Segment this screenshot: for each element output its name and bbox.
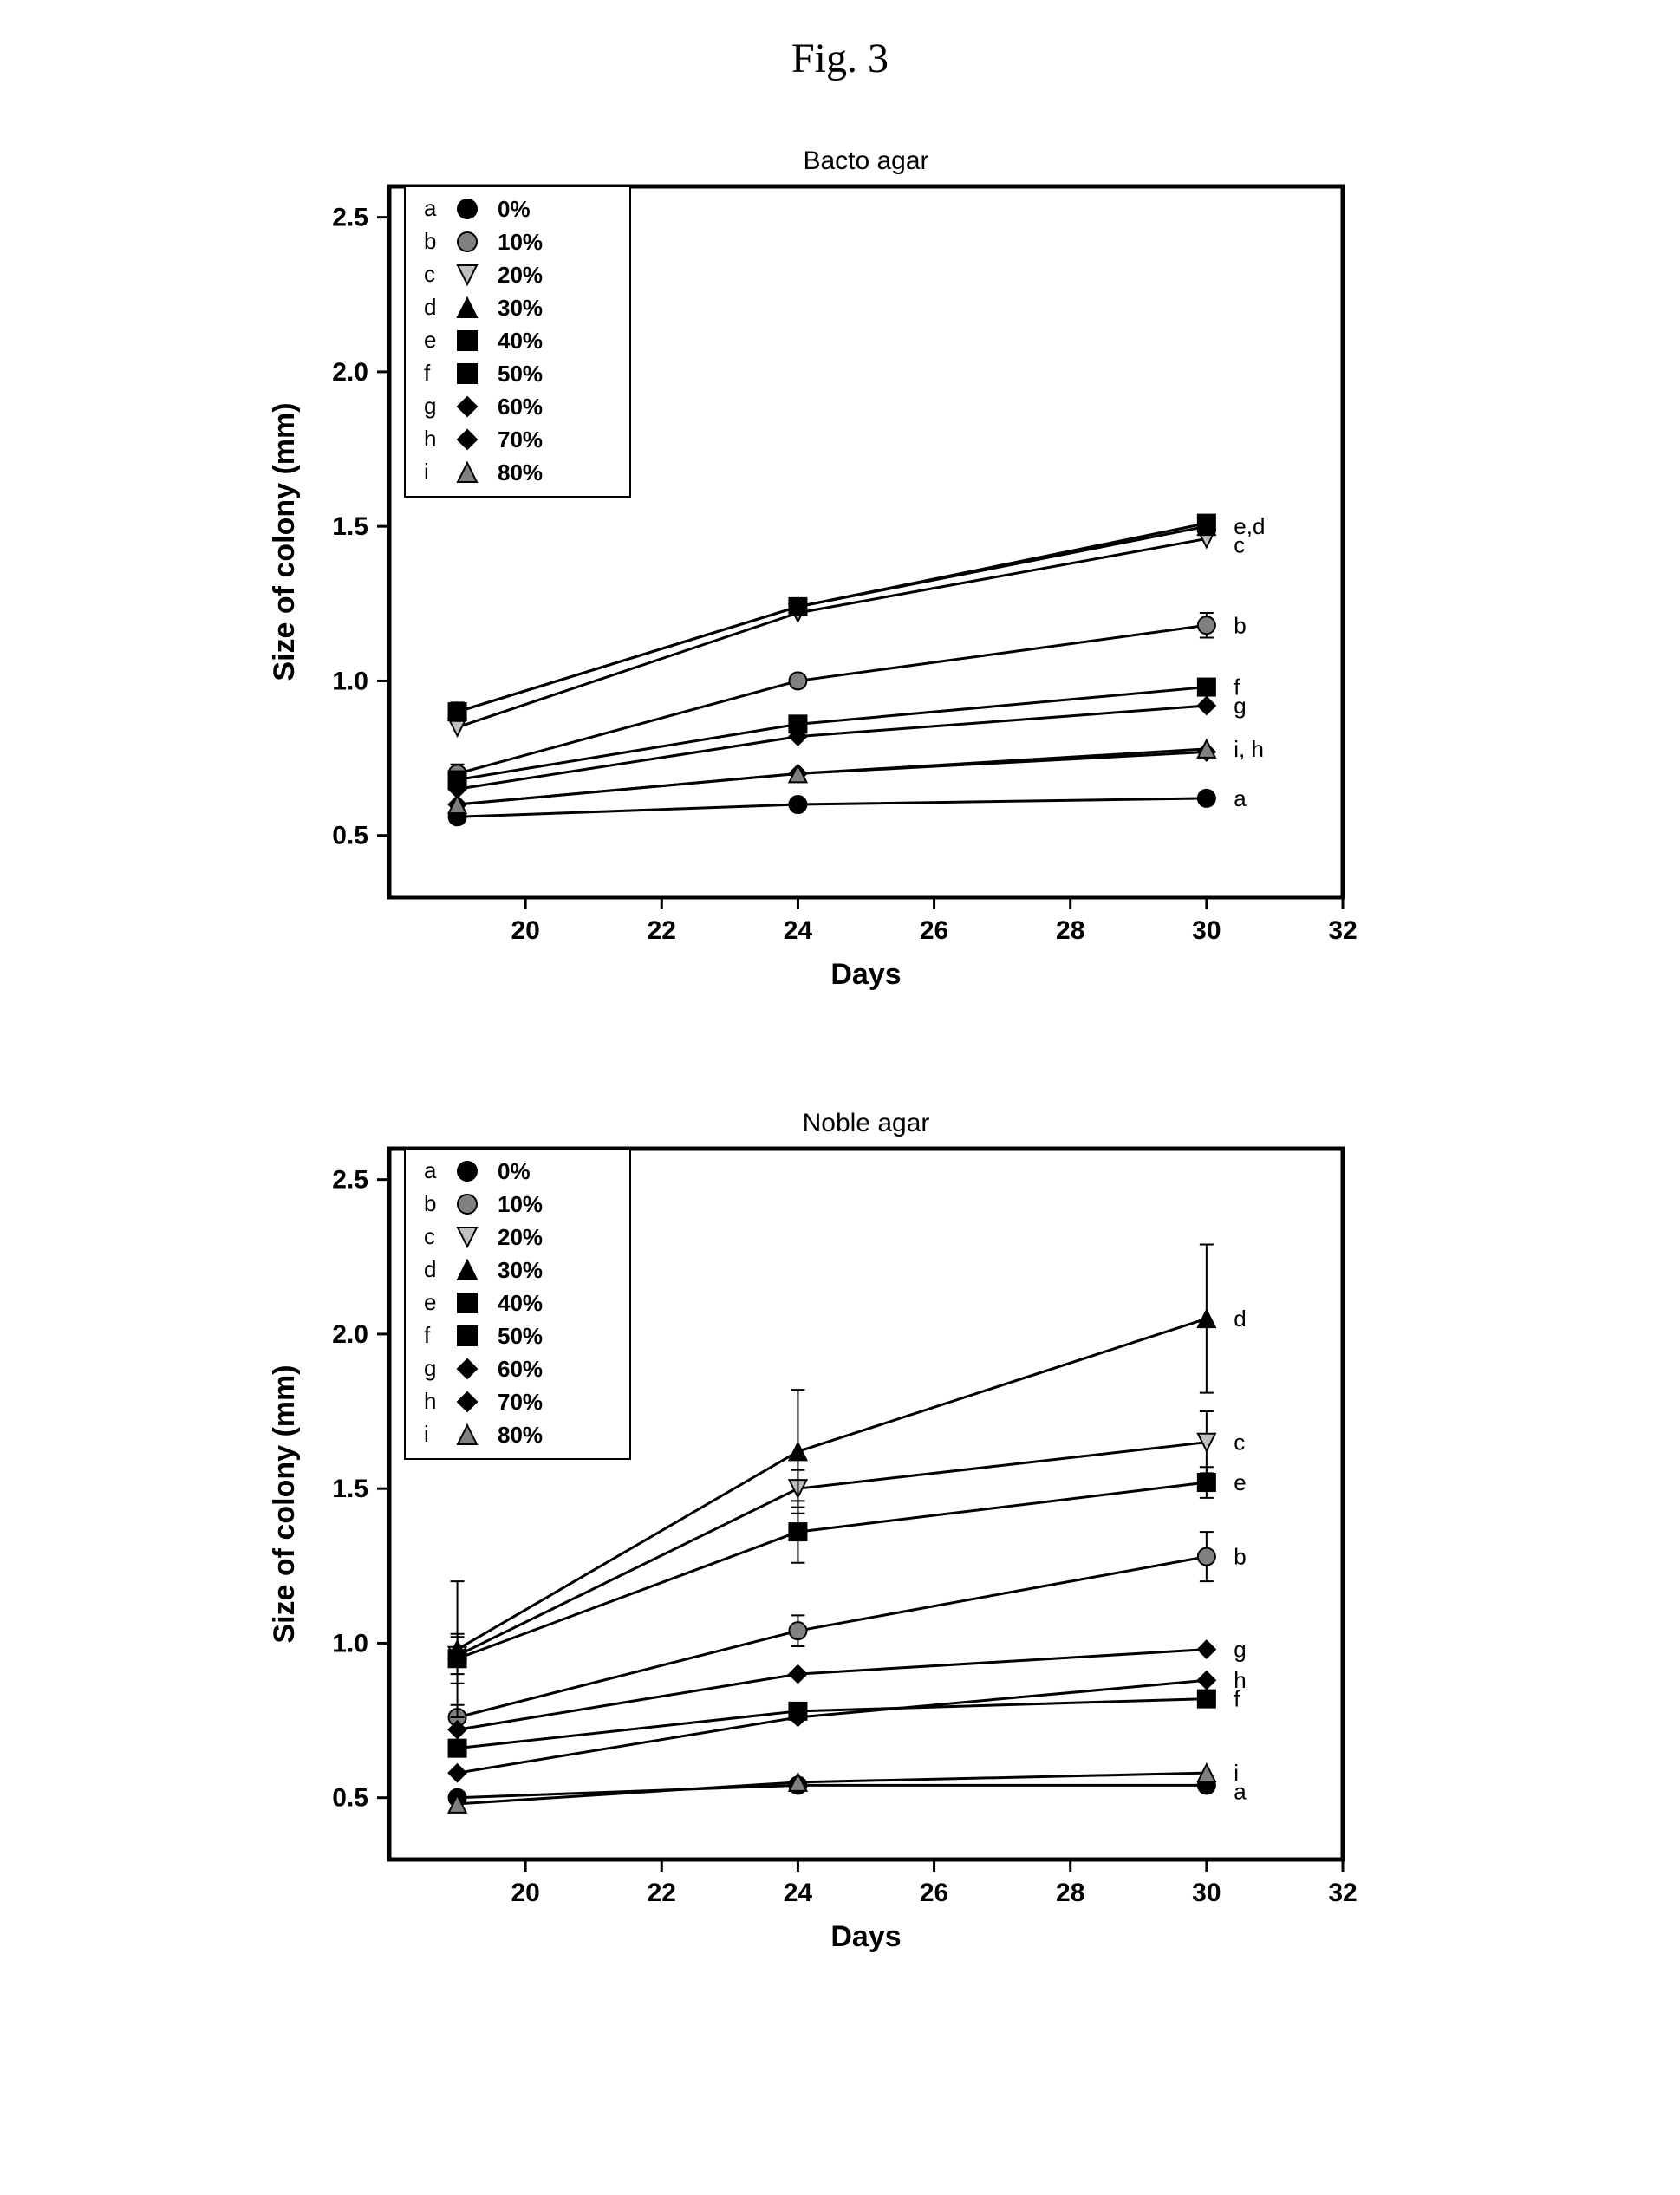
chart-bacto: Bacto agar 20 22 24 26 28 30 32 0.5 1.0 1.5 2.0 2.5 D…: [233, 134, 1447, 1027]
svg-text:0%: 0%: [498, 1158, 531, 1184]
svg-text:f: f: [424, 1322, 431, 1348]
svg-text:e: e: [424, 327, 436, 353]
svg-text:80%: 80%: [498, 459, 543, 485]
svg-text:30: 30: [1192, 916, 1221, 945]
svg-text:i: i: [424, 459, 429, 485]
svg-text:2.5: 2.5: [332, 1166, 368, 1195]
svg-text:Size of colony (mm): Size of colony (mm): [268, 1365, 301, 1643]
svg-text:20%: 20%: [498, 262, 543, 288]
svg-text:26: 26: [920, 916, 948, 945]
svg-text:20%: 20%: [498, 1224, 543, 1250]
svg-text:g: g: [1234, 1637, 1246, 1663]
svg-text:b: b: [424, 1190, 436, 1216]
svg-text:30%: 30%: [498, 295, 543, 321]
svg-text:1.5: 1.5: [332, 1475, 368, 1503]
svg-text:h: h: [424, 426, 436, 452]
svg-text:20: 20: [511, 916, 539, 945]
svg-text:c: c: [424, 1223, 435, 1249]
svg-text:22: 22: [648, 916, 676, 945]
svg-text:i, h: i, h: [1234, 736, 1264, 762]
svg-text:2.0: 2.0: [332, 358, 368, 387]
svg-text:g: g: [1234, 693, 1246, 719]
svg-text:1.0: 1.0: [332, 667, 368, 695]
svg-text:b: b: [1234, 612, 1246, 638]
svg-text:f: f: [424, 360, 431, 386]
svg-text:80%: 80%: [498, 1422, 543, 1448]
svg-text:60%: 60%: [498, 1356, 543, 1382]
svg-text:70%: 70%: [498, 1389, 543, 1415]
svg-text:30%: 30%: [498, 1257, 543, 1283]
svg-text:d: d: [1234, 1306, 1246, 1332]
svg-text:0.5: 0.5: [332, 1784, 368, 1813]
svg-text:32: 32: [1328, 916, 1357, 945]
svg-text:Days: Days: [830, 958, 901, 991]
svg-text:10%: 10%: [498, 1191, 543, 1217]
figure-title: Fig. 3: [791, 35, 889, 82]
svg-text:70%: 70%: [498, 427, 543, 453]
svg-text:i: i: [424, 1421, 429, 1447]
svg-text:24: 24: [784, 1879, 813, 1907]
svg-text:28: 28: [1056, 1879, 1084, 1907]
chart-svg-noble: Noble agar 20 22 24 26 28 30 32 0.5 1.0 1.5 2.0 2.5 D…: [233, 1097, 1447, 1990]
svg-text:Noble agar: Noble agar: [803, 1109, 930, 1137]
svg-text:a: a: [1234, 1779, 1247, 1805]
svg-text:28: 28: [1056, 916, 1084, 945]
chart-svg-bacto: Bacto agar 20 22 24 26 28 30 32 0.5 1.0 1.5 2.0 2.5 D…: [233, 134, 1447, 1027]
svg-text:40%: 40%: [498, 328, 543, 354]
svg-text:b: b: [1234, 1544, 1246, 1570]
chart-noble: Noble agar 20 22 24 26 28 30 32 0.5 1.0 1.5 2.0 2.5 D…: [233, 1097, 1447, 1990]
svg-text:Bacto agar: Bacto agar: [803, 147, 928, 175]
svg-text:e: e: [424, 1289, 436, 1315]
svg-text:26: 26: [920, 1879, 948, 1907]
svg-text:h: h: [424, 1388, 436, 1414]
svg-text:24: 24: [784, 916, 813, 945]
svg-text:60%: 60%: [498, 394, 543, 420]
svg-text:30: 30: [1192, 1879, 1221, 1907]
svg-text:a: a: [424, 195, 437, 221]
svg-text:Days: Days: [830, 1920, 901, 1953]
svg-text:10%: 10%: [498, 229, 543, 255]
svg-text:c: c: [1234, 1430, 1245, 1456]
svg-text:0%: 0%: [498, 196, 531, 222]
svg-text:c: c: [1234, 532, 1245, 558]
svg-text:f: f: [1234, 1686, 1240, 1712]
svg-text:40%: 40%: [498, 1290, 543, 1316]
svg-text:g: g: [424, 1355, 436, 1381]
svg-text:0.5: 0.5: [332, 822, 368, 850]
svg-text:32: 32: [1328, 1879, 1357, 1907]
svg-text:50%: 50%: [498, 361, 543, 387]
svg-text:20: 20: [511, 1879, 539, 1907]
svg-text:c: c: [424, 261, 435, 287]
svg-text:d: d: [424, 294, 436, 320]
svg-text:a: a: [424, 1157, 437, 1183]
svg-text:2.5: 2.5: [332, 204, 368, 232]
svg-text:b: b: [424, 228, 436, 254]
svg-text:e: e: [1234, 1469, 1246, 1495]
svg-text:d: d: [424, 1256, 436, 1282]
svg-text:a: a: [1234, 785, 1247, 811]
svg-text:1.5: 1.5: [332, 512, 368, 541]
svg-text:50%: 50%: [498, 1323, 543, 1349]
svg-text:Size of colony (mm): Size of colony (mm): [268, 402, 301, 681]
svg-text:g: g: [424, 393, 436, 419]
svg-text:22: 22: [648, 1879, 676, 1907]
svg-text:1.0: 1.0: [332, 1629, 368, 1658]
svg-text:2.0: 2.0: [332, 1320, 368, 1349]
